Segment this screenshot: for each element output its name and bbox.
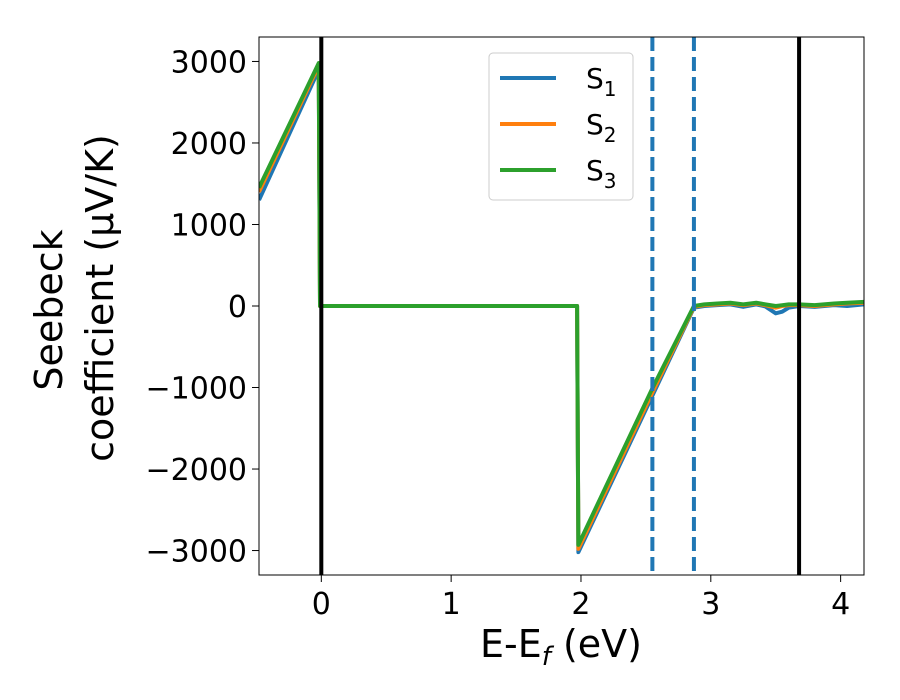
x-axis-label-main: E-E	[480, 622, 542, 666]
plot-area	[259, 37, 864, 575]
y-tick-label: 1000	[171, 208, 247, 243]
x-tick-label: 4	[831, 587, 850, 622]
x-axis-ticks: 0 1 2 3 4	[312, 575, 850, 622]
plot-frame	[258, 36, 865, 576]
x-tick-label: 2	[571, 587, 590, 622]
legend-label-2: S2	[586, 108, 617, 147]
x-axis-label-tail: (eV)	[551, 622, 642, 666]
y-axis-label-line2: coefficient (μV/K)	[78, 134, 122, 462]
x-tick-label: 1	[442, 587, 461, 622]
y-tick-label: −3000	[146, 535, 247, 570]
legend: S1 S2 S3	[488, 52, 634, 201]
legend-box	[488, 52, 634, 201]
y-tick-label: −2000	[146, 453, 247, 488]
y-tick-label: 0	[228, 290, 247, 325]
x-tick-label: 3	[701, 587, 720, 622]
y-tick-label: 3000	[171, 45, 247, 80]
x-axis-label: E-Ef (eV)	[480, 622, 642, 672]
legend-label-3: S3	[586, 154, 617, 193]
x-tick-label: 0	[312, 587, 331, 622]
y-tick-label: −1000	[146, 372, 247, 407]
y-tick-label: 2000	[171, 127, 247, 162]
series-line-3	[259, 61, 864, 547]
legend-label-1: S1	[586, 62, 617, 101]
y-axis-label-line1: Seebeck	[27, 229, 71, 390]
y-axis-ticks: 3000 2000 1000 0 −1000 −2000 −3000	[146, 45, 259, 570]
